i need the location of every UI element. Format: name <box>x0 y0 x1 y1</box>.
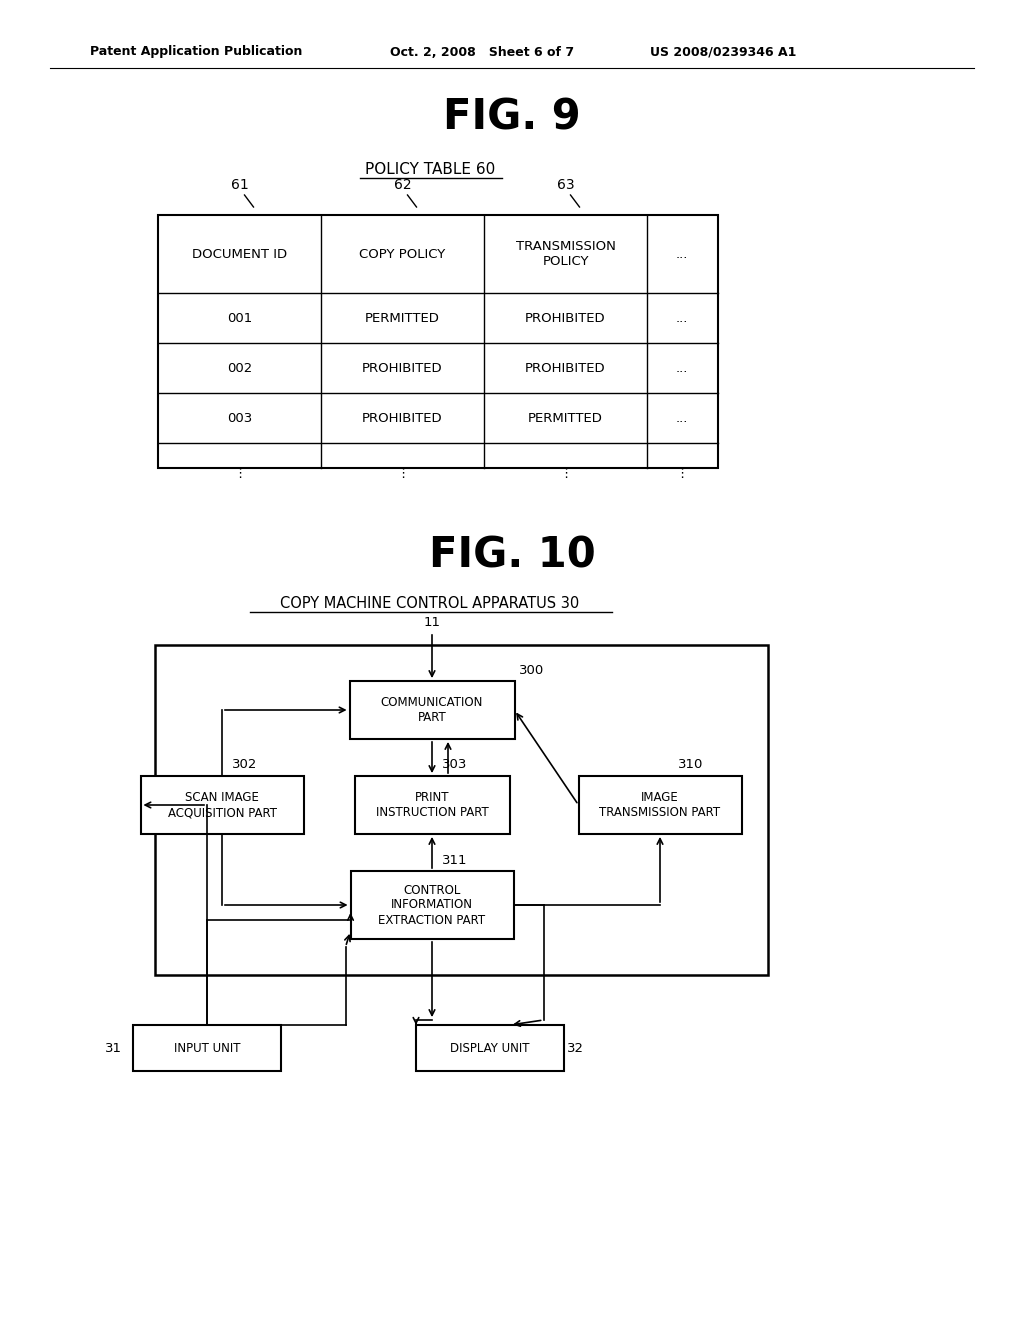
Bar <box>155 645 768 975</box>
Text: ...: ... <box>675 412 688 425</box>
Bar <box>354 776 510 834</box>
Text: PERMITTED: PERMITTED <box>366 312 440 325</box>
Bar <box>133 1026 281 1071</box>
Text: POLICY TABLE 60: POLICY TABLE 60 <box>365 162 496 177</box>
Text: 32: 32 <box>567 1041 584 1055</box>
Text: US 2008/0239346 A1: US 2008/0239346 A1 <box>650 45 797 58</box>
Text: PROHIBITED: PROHIBITED <box>525 312 606 325</box>
Text: DISPLAY UNIT: DISPLAY UNIT <box>451 1041 529 1055</box>
Text: COPY POLICY: COPY POLICY <box>359 248 445 260</box>
Text: ⋮: ⋮ <box>396 466 410 479</box>
Text: Patent Application Publication: Patent Application Publication <box>90 45 302 58</box>
Text: DOCUMENT ID: DOCUMENT ID <box>191 248 287 260</box>
Text: 310: 310 <box>678 758 703 771</box>
Text: 002: 002 <box>227 362 252 375</box>
Bar <box>349 681 514 739</box>
Text: 300: 300 <box>518 664 544 677</box>
Text: 62: 62 <box>393 178 412 191</box>
Text: FIG. 9: FIG. 9 <box>443 96 581 139</box>
Text: PERMITTED: PERMITTED <box>528 412 603 425</box>
Text: 63: 63 <box>557 178 574 191</box>
Text: INPUT UNIT: INPUT UNIT <box>174 1041 241 1055</box>
Text: ⋮: ⋮ <box>232 466 246 479</box>
Text: 001: 001 <box>227 312 252 325</box>
Bar <box>350 871 513 939</box>
Text: SCAN IMAGE
ACQUISITION PART: SCAN IMAGE ACQUISITION PART <box>168 791 276 818</box>
Text: ⋮: ⋮ <box>559 466 572 479</box>
Text: 003: 003 <box>227 412 252 425</box>
Text: PROHIBITED: PROHIBITED <box>362 362 442 375</box>
Bar <box>416 1026 564 1071</box>
Text: COPY MACHINE CONTROL APPARATUS 30: COPY MACHINE CONTROL APPARATUS 30 <box>281 595 580 610</box>
Text: FIG. 10: FIG. 10 <box>429 535 595 577</box>
Text: 303: 303 <box>442 758 467 771</box>
Text: PROHIBITED: PROHIBITED <box>525 362 606 375</box>
Bar <box>158 215 718 469</box>
Text: 61: 61 <box>230 178 249 191</box>
Text: COMMUNICATION
PART: COMMUNICATION PART <box>381 696 483 723</box>
Text: PRINT
INSTRUCTION PART: PRINT INSTRUCTION PART <box>376 791 488 818</box>
Text: CONTROL
INFORMATION
EXTRACTION PART: CONTROL INFORMATION EXTRACTION PART <box>379 883 485 927</box>
Text: IMAGE
TRANSMISSION PART: IMAGE TRANSMISSION PART <box>599 791 721 818</box>
Text: ...: ... <box>675 312 688 325</box>
Text: 31: 31 <box>105 1041 122 1055</box>
Text: ...: ... <box>675 362 688 375</box>
Bar <box>579 776 741 834</box>
Text: TRANSMISSION
POLICY: TRANSMISSION POLICY <box>515 240 615 268</box>
Text: ...: ... <box>675 248 688 260</box>
Text: 11: 11 <box>424 615 440 628</box>
Bar <box>140 776 303 834</box>
Text: 302: 302 <box>232 758 257 771</box>
Text: Oct. 2, 2008   Sheet 6 of 7: Oct. 2, 2008 Sheet 6 of 7 <box>390 45 574 58</box>
Text: ⋮: ⋮ <box>675 466 688 479</box>
Text: PROHIBITED: PROHIBITED <box>362 412 442 425</box>
Text: 311: 311 <box>442 854 468 867</box>
